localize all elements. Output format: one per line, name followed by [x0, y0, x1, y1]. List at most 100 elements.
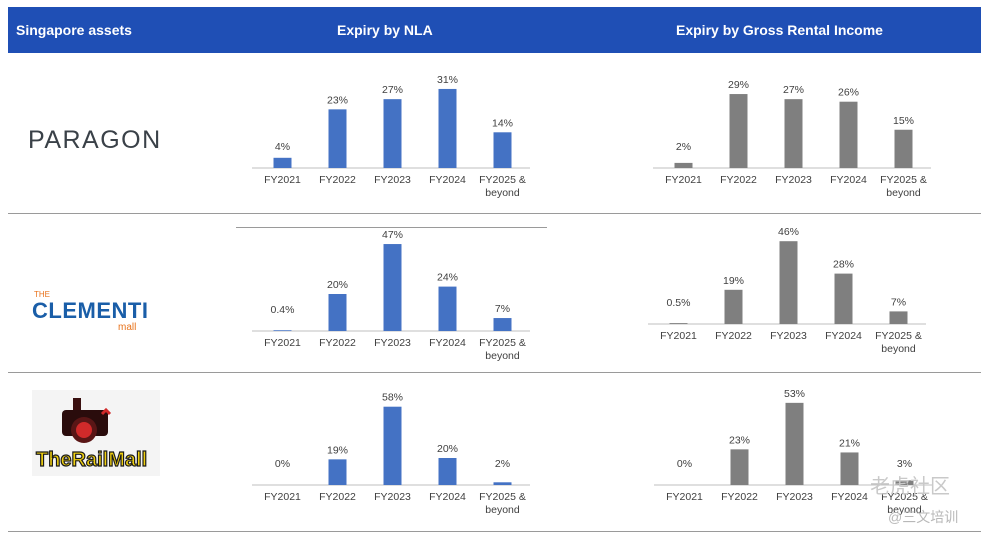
clementi-logo-main: CLEMENTI [32, 298, 148, 323]
railmall-logo-text: TheRailMall [36, 449, 147, 471]
table-header: Singapore assets Expiry by NLA Expiry by… [8, 7, 981, 53]
x-tick-label: FY2022 [721, 491, 758, 503]
rail-mall-logo: TheRailMall [32, 390, 160, 476]
data-label: 46% [778, 226, 799, 238]
x-tick-label: FY2021 [665, 174, 702, 186]
x-tick-label: FY2022 [720, 174, 757, 186]
x-tick-label: FY2023 [374, 337, 411, 349]
data-label: 53% [784, 388, 805, 400]
paragon-logo: PARAGON [28, 126, 162, 154]
data-label: 23% [327, 94, 348, 106]
x-tick-label: FY2021 [264, 337, 301, 349]
chart-top-border [236, 227, 547, 228]
data-label: 2% [676, 141, 691, 153]
data-label: 0.4% [271, 304, 295, 316]
x-tick-label: FY2022 [319, 337, 356, 349]
header-expiry-gri: Expiry by Gross Rental Income [676, 22, 883, 38]
data-label: 58% [382, 392, 403, 404]
x-tick-label: FY2025 & beyond [479, 491, 526, 516]
x-tick-label: FY2024 [429, 337, 466, 349]
bar-fy2024 [438, 88, 457, 168]
bar-fy2022 [328, 294, 347, 331]
bar-fy2024 [839, 101, 858, 168]
x-tick-label: FY2025 & beyond [881, 491, 928, 516]
data-label: 47% [382, 229, 403, 241]
bar-fy2025-beyond [894, 129, 913, 168]
data-label: 24% [437, 272, 458, 284]
x-tick-label: FY2023 [776, 491, 813, 503]
data-label: 31% [437, 74, 458, 86]
x-tick-label: FY2023 [775, 174, 812, 186]
data-label: 2% [495, 458, 510, 470]
bar-fy2023 [779, 241, 798, 324]
bar-fy2025-beyond [493, 132, 512, 168]
data-label: 20% [437, 443, 458, 455]
header-singapore-assets: Singapore assets [16, 22, 132, 38]
bar-fy2024 [834, 273, 853, 324]
x-tick-label: FY2025 & beyond [479, 337, 526, 362]
chart-paragon-gri: 2% FY2021 29% FY2022 27% FY2023 26% FY2024 15% FY… [653, 79, 931, 199]
bar-fy2025-beyond [493, 482, 512, 485]
bar-fy2023 [784, 99, 803, 168]
data-label: 27% [382, 84, 403, 96]
bar-fy2022 [730, 449, 749, 485]
bar-fy2023 [383, 244, 402, 331]
bar-fy2025-beyond [889, 311, 908, 324]
data-label: 19% [723, 275, 744, 287]
data-label: 23% [729, 434, 750, 446]
x-tick-label: FY2021 [666, 491, 703, 503]
x-tick-label: FY2021 [264, 491, 301, 503]
clementi-logo-mall: mall [118, 322, 136, 333]
x-tick-label: FY2022 [715, 330, 752, 342]
x-tick-label: FY2024 [429, 491, 466, 503]
data-label: 19% [327, 444, 348, 456]
data-label: 20% [327, 279, 348, 291]
x-tick-label: FY2021 [264, 174, 301, 186]
clementi-logo-the: THE [34, 290, 50, 299]
bar-fy2021 [273, 157, 292, 168]
bar-fy2023 [383, 406, 402, 485]
data-label: 15% [893, 115, 914, 127]
bar-fy2025-beyond [895, 480, 914, 485]
data-label: 7% [495, 303, 510, 315]
row-divider [8, 213, 981, 214]
bar-fy2021 [273, 330, 292, 331]
x-tick-label: FY2024 [831, 491, 868, 503]
bar-fy2022 [729, 94, 748, 168]
bar-fy2023 [785, 402, 804, 485]
x-tick-label: FY2023 [770, 330, 807, 342]
data-label: 29% [728, 79, 749, 91]
row-divider [8, 531, 981, 532]
bar-fy2022 [724, 289, 743, 324]
data-label: 3% [897, 458, 912, 470]
bar-fy2025-beyond [493, 318, 512, 331]
header-expiry-nla: Expiry by NLA [337, 22, 433, 38]
x-tick-label: FY2021 [660, 330, 697, 342]
data-label: 21% [839, 437, 860, 449]
bar-fy2022 [328, 459, 347, 485]
row-divider [8, 372, 981, 373]
data-label: 14% [492, 117, 513, 129]
x-tick-label: FY2024 [429, 174, 466, 186]
bar-fy2022 [328, 109, 347, 168]
data-label: 0% [677, 458, 692, 470]
x-tick-label: FY2025 & beyond [880, 174, 927, 199]
x-tick-label: FY2025 & beyond [875, 330, 922, 355]
x-tick-label: FY2023 [374, 491, 411, 503]
bar-fy2023 [383, 99, 402, 168]
bar-fy2024 [840, 452, 859, 485]
x-tick-label: FY2024 [825, 330, 862, 342]
chart-railmall-nla: 0% FY2021 19% FY2022 58% FY2023 20% FY2024 2% FY2… [252, 392, 530, 516]
chart-clementi-nla: 0.4% FY2021 20% FY2022 47% FY2023 24% FY2024 7% F… [252, 229, 530, 362]
data-label: 0.5% [667, 297, 691, 309]
data-label: 26% [838, 87, 859, 99]
x-tick-label: FY2022 [319, 491, 356, 503]
x-tick-label: FY2022 [319, 174, 356, 186]
data-label: 4% [275, 141, 290, 153]
data-label: 0% [275, 458, 290, 470]
x-tick-label: FY2023 [374, 174, 411, 186]
bar-fy2024 [438, 458, 457, 485]
data-label: 28% [833, 259, 854, 271]
x-tick-label: FY2024 [830, 174, 867, 186]
chart-clementi-gri: 0.5% FY2021 19% FY2022 46% FY2023 28% FY2024 7% F… [648, 226, 926, 355]
